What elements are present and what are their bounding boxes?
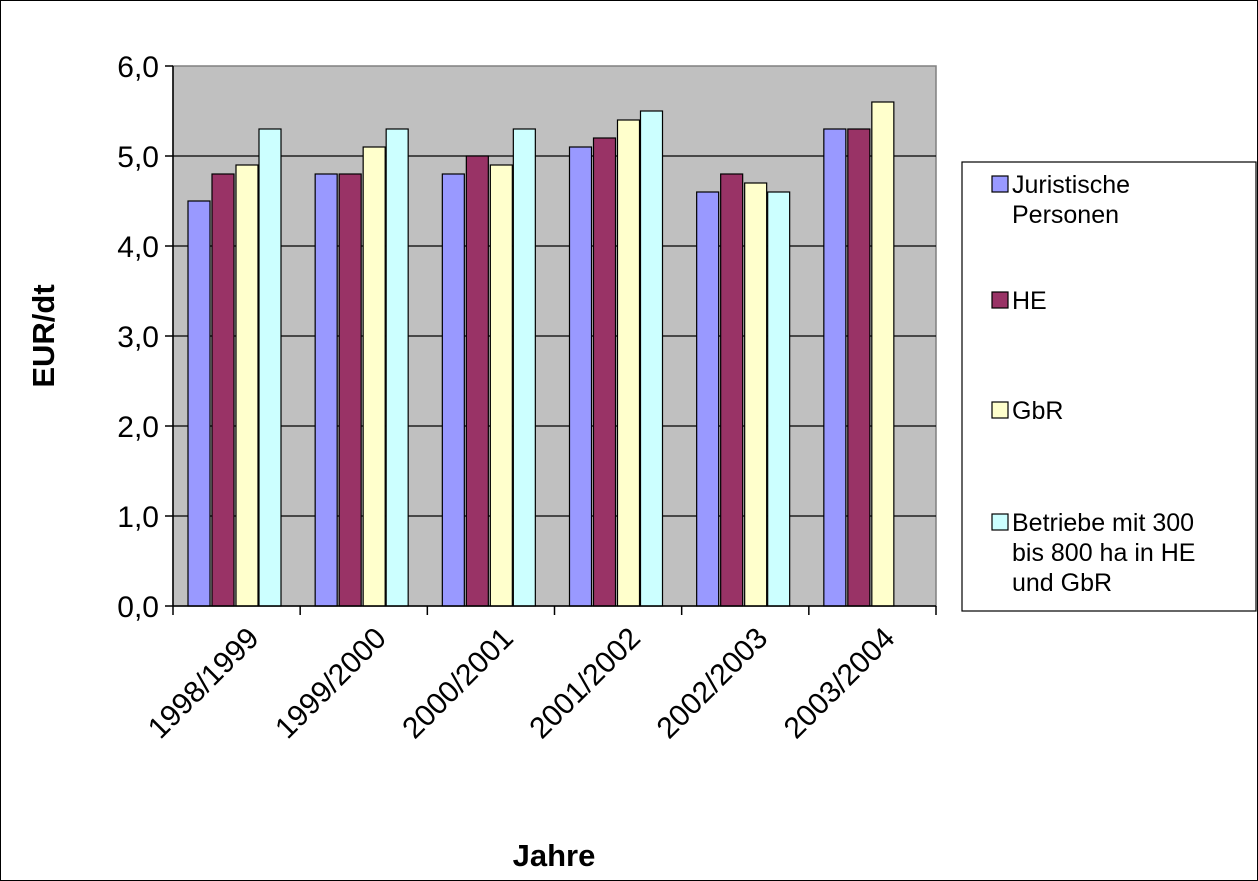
legend-swatch — [991, 175, 1009, 193]
y-tick-label: 2,0 — [117, 411, 159, 444]
bar-3 — [362, 146, 386, 607]
legend-swatch — [991, 291, 1009, 309]
legend-label: HE — [1012, 287, 1047, 315]
legend-swatch — [991, 513, 1009, 531]
x-tick-label: 2000/2001 — [396, 622, 520, 746]
legend-label: und GbR — [1012, 569, 1112, 597]
legend-label: Betriebe mit 300 — [1012, 509, 1194, 537]
bar-3 — [871, 101, 895, 607]
bar-1 — [696, 191, 720, 607]
x-tick-label: 1998/1999 — [142, 622, 266, 746]
bar-3 — [489, 164, 513, 607]
bar-1 — [441, 173, 465, 607]
x-tick-label: 2001/2002 — [523, 622, 647, 746]
x-tick-label: 1999/2000 — [269, 622, 393, 746]
y-tick-label: 1,0 — [117, 501, 159, 534]
legend-swatch — [991, 401, 1009, 419]
legend-label: bis 800 ha in HE — [1012, 539, 1195, 567]
bar-2 — [465, 155, 489, 607]
bar-3 — [744, 182, 768, 607]
x-axis-title: Jahre — [513, 838, 596, 873]
y-tick-label: 4,0 — [117, 231, 159, 264]
bar-2 — [338, 173, 362, 607]
bars — [187, 101, 895, 607]
legend-label: Juristische — [1012, 171, 1130, 199]
bar-4 — [385, 128, 409, 607]
y-ticks: 0,0 1,0 2,0 3,0 4,0 5,0 6,0 — [117, 51, 173, 624]
x-tick-label: 2002/2003 — [651, 622, 775, 746]
bar-4 — [258, 128, 282, 607]
bar-2 — [211, 173, 235, 607]
x-ticks: 1998/1999 1999/2000 2000/2001 2001/2002 2002… — [142, 606, 937, 746]
y-tick-label: 0,0 — [117, 591, 159, 624]
bar-3 — [616, 119, 641, 607]
gridlines — [173, 155, 936, 517]
bar-1 — [823, 128, 847, 607]
bar-2 — [720, 173, 744, 607]
bar-2 — [847, 128, 871, 607]
bar-4 — [512, 128, 536, 607]
y-tick-label: 3,0 — [117, 321, 159, 354]
bar-1 — [314, 173, 338, 607]
bar-4 — [767, 191, 791, 607]
legend-label: GbR — [1012, 397, 1063, 425]
bar-1 — [568, 146, 593, 607]
bar-3 — [235, 164, 259, 607]
bar-2 — [592, 137, 617, 607]
y-tick-label: 6,0 — [117, 51, 159, 84]
bar-4 — [639, 110, 664, 607]
legend-label: Personen — [1012, 201, 1119, 229]
y-tick-label: 5,0 — [117, 141, 159, 174]
x-tick-label: 2003/2004 — [778, 622, 902, 746]
y-axis-title: EUR/dt — [26, 284, 61, 387]
legend-box — [961, 161, 1257, 612]
bar-1 — [187, 200, 211, 607]
